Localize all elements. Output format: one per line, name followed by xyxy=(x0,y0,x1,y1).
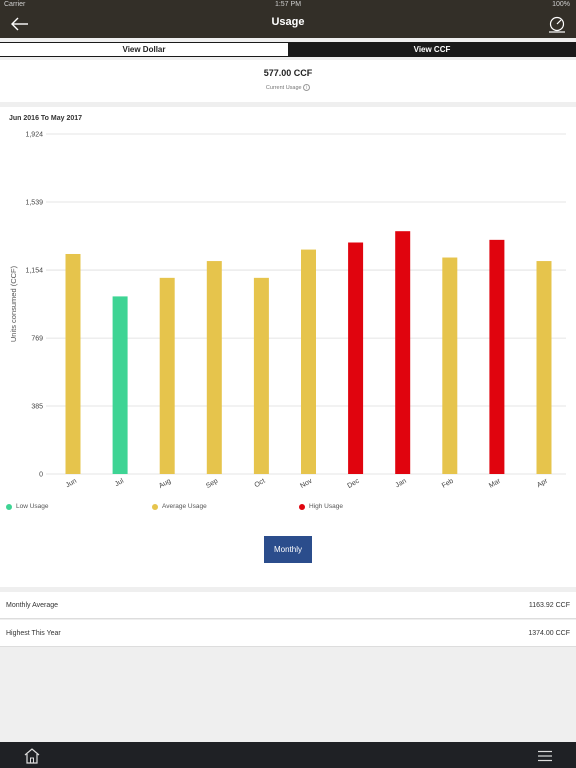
legend-low-label: Low Usage xyxy=(16,503,49,510)
highest-this-year-label: Highest This Year xyxy=(6,630,61,637)
legend-average-label: Average Usage xyxy=(162,503,207,510)
x-tick-label: Jul xyxy=(114,477,126,488)
y-tick-label: 1,154 xyxy=(25,268,43,275)
current-usage-label: Current Usage xyxy=(265,84,302,91)
y-axis-label: Units consumed (CCF) xyxy=(9,265,18,342)
hamburger-menu-icon xyxy=(538,750,552,762)
legend-low-swatch xyxy=(6,503,12,510)
x-tick-label: Jan xyxy=(394,478,407,490)
battery-label: 100% xyxy=(552,1,570,8)
x-tick-label: Aug xyxy=(158,478,172,490)
legend-average-swatch xyxy=(152,503,158,510)
meter-button[interactable] xyxy=(546,14,568,34)
bar-aug xyxy=(159,277,175,474)
x-tick-label: Oct xyxy=(253,478,266,490)
home-icon xyxy=(24,748,40,764)
app-header: Usage xyxy=(0,10,576,38)
x-tick-label: Nov xyxy=(299,477,314,490)
status-time: 1:57 PM xyxy=(274,1,302,8)
back-button[interactable] xyxy=(8,14,32,34)
x-tick-label: Apr xyxy=(536,477,550,489)
view-ccf-tab[interactable]: View CCF xyxy=(288,43,576,56)
y-tick-label: 1,539 xyxy=(25,200,43,207)
legend-high: High Usage xyxy=(299,503,343,510)
legend-high-label: High Usage xyxy=(309,503,343,510)
bar-jul xyxy=(112,296,128,474)
carrier-label: Carrier xyxy=(4,1,26,8)
gauge-icon xyxy=(549,16,565,33)
usage-chart-card: 0 385 769 1,154 1,539 1,924 Units consumed (CC… xyxy=(0,107,576,587)
current-usage-value: 577.00 CCF xyxy=(263,68,313,78)
view-dollar-tab[interactable]: View Dollar xyxy=(0,43,288,56)
legend-average: Average Usage xyxy=(152,503,207,510)
unit-toggle: View Dollar View CCF xyxy=(0,42,576,57)
usage-bar-chart: 0 385 769 1,154 1,539 1,924 Units consumed (CC… xyxy=(9,132,566,490)
menu-button[interactable] xyxy=(538,749,552,762)
bottom-nav-bar xyxy=(0,742,576,768)
bar-feb xyxy=(442,257,458,474)
bar-sep xyxy=(206,261,222,474)
current-usage-caption: Current Usage i xyxy=(0,84,576,91)
bar-apr xyxy=(536,261,552,474)
legend-low: Low Usage xyxy=(6,503,49,510)
monthly-average-row: Monthly Average 1163.92 CCF xyxy=(0,592,576,619)
x-tick-label: Dec xyxy=(346,477,361,490)
page-title: Usage xyxy=(271,16,305,28)
bar-oct xyxy=(253,277,269,474)
arrow-left-icon xyxy=(11,17,28,31)
monthly-button[interactable]: Monthly xyxy=(264,536,312,563)
monthly-average-value: 1163.92 CCF xyxy=(528,602,570,609)
chart-title: Jun 2016 To May 2017 xyxy=(9,115,83,122)
bar-mar xyxy=(489,239,505,474)
x-tick-label: Feb xyxy=(441,478,455,490)
y-tick-label: 385 xyxy=(31,403,43,410)
bar-nov xyxy=(301,249,316,474)
highest-this-year-row: Highest This Year 1374.00 CCF xyxy=(0,620,576,647)
y-tick-label: 1,924 xyxy=(25,132,43,139)
legend-high-swatch xyxy=(299,503,305,510)
status-bar: Carrier 1:57 PM 100% xyxy=(0,0,576,10)
x-tick-label: Sep xyxy=(205,478,219,490)
x-tick-label: Jun xyxy=(65,478,78,490)
monthly-average-label: Monthly Average xyxy=(6,602,59,609)
bar-jun xyxy=(65,253,81,474)
home-button[interactable] xyxy=(23,747,41,764)
bar-jan xyxy=(395,231,411,474)
y-tick-label: 0 xyxy=(39,472,43,479)
x-tick-label: Mar xyxy=(488,477,503,489)
bar-dec xyxy=(348,242,364,474)
y-tick-label: 769 xyxy=(31,336,43,343)
info-icon[interactable]: i xyxy=(303,84,311,91)
highest-this-year-value: 1374.00 CCF xyxy=(528,630,570,637)
usage-summary: 577.00 CCF Current Usage i xyxy=(0,60,576,102)
